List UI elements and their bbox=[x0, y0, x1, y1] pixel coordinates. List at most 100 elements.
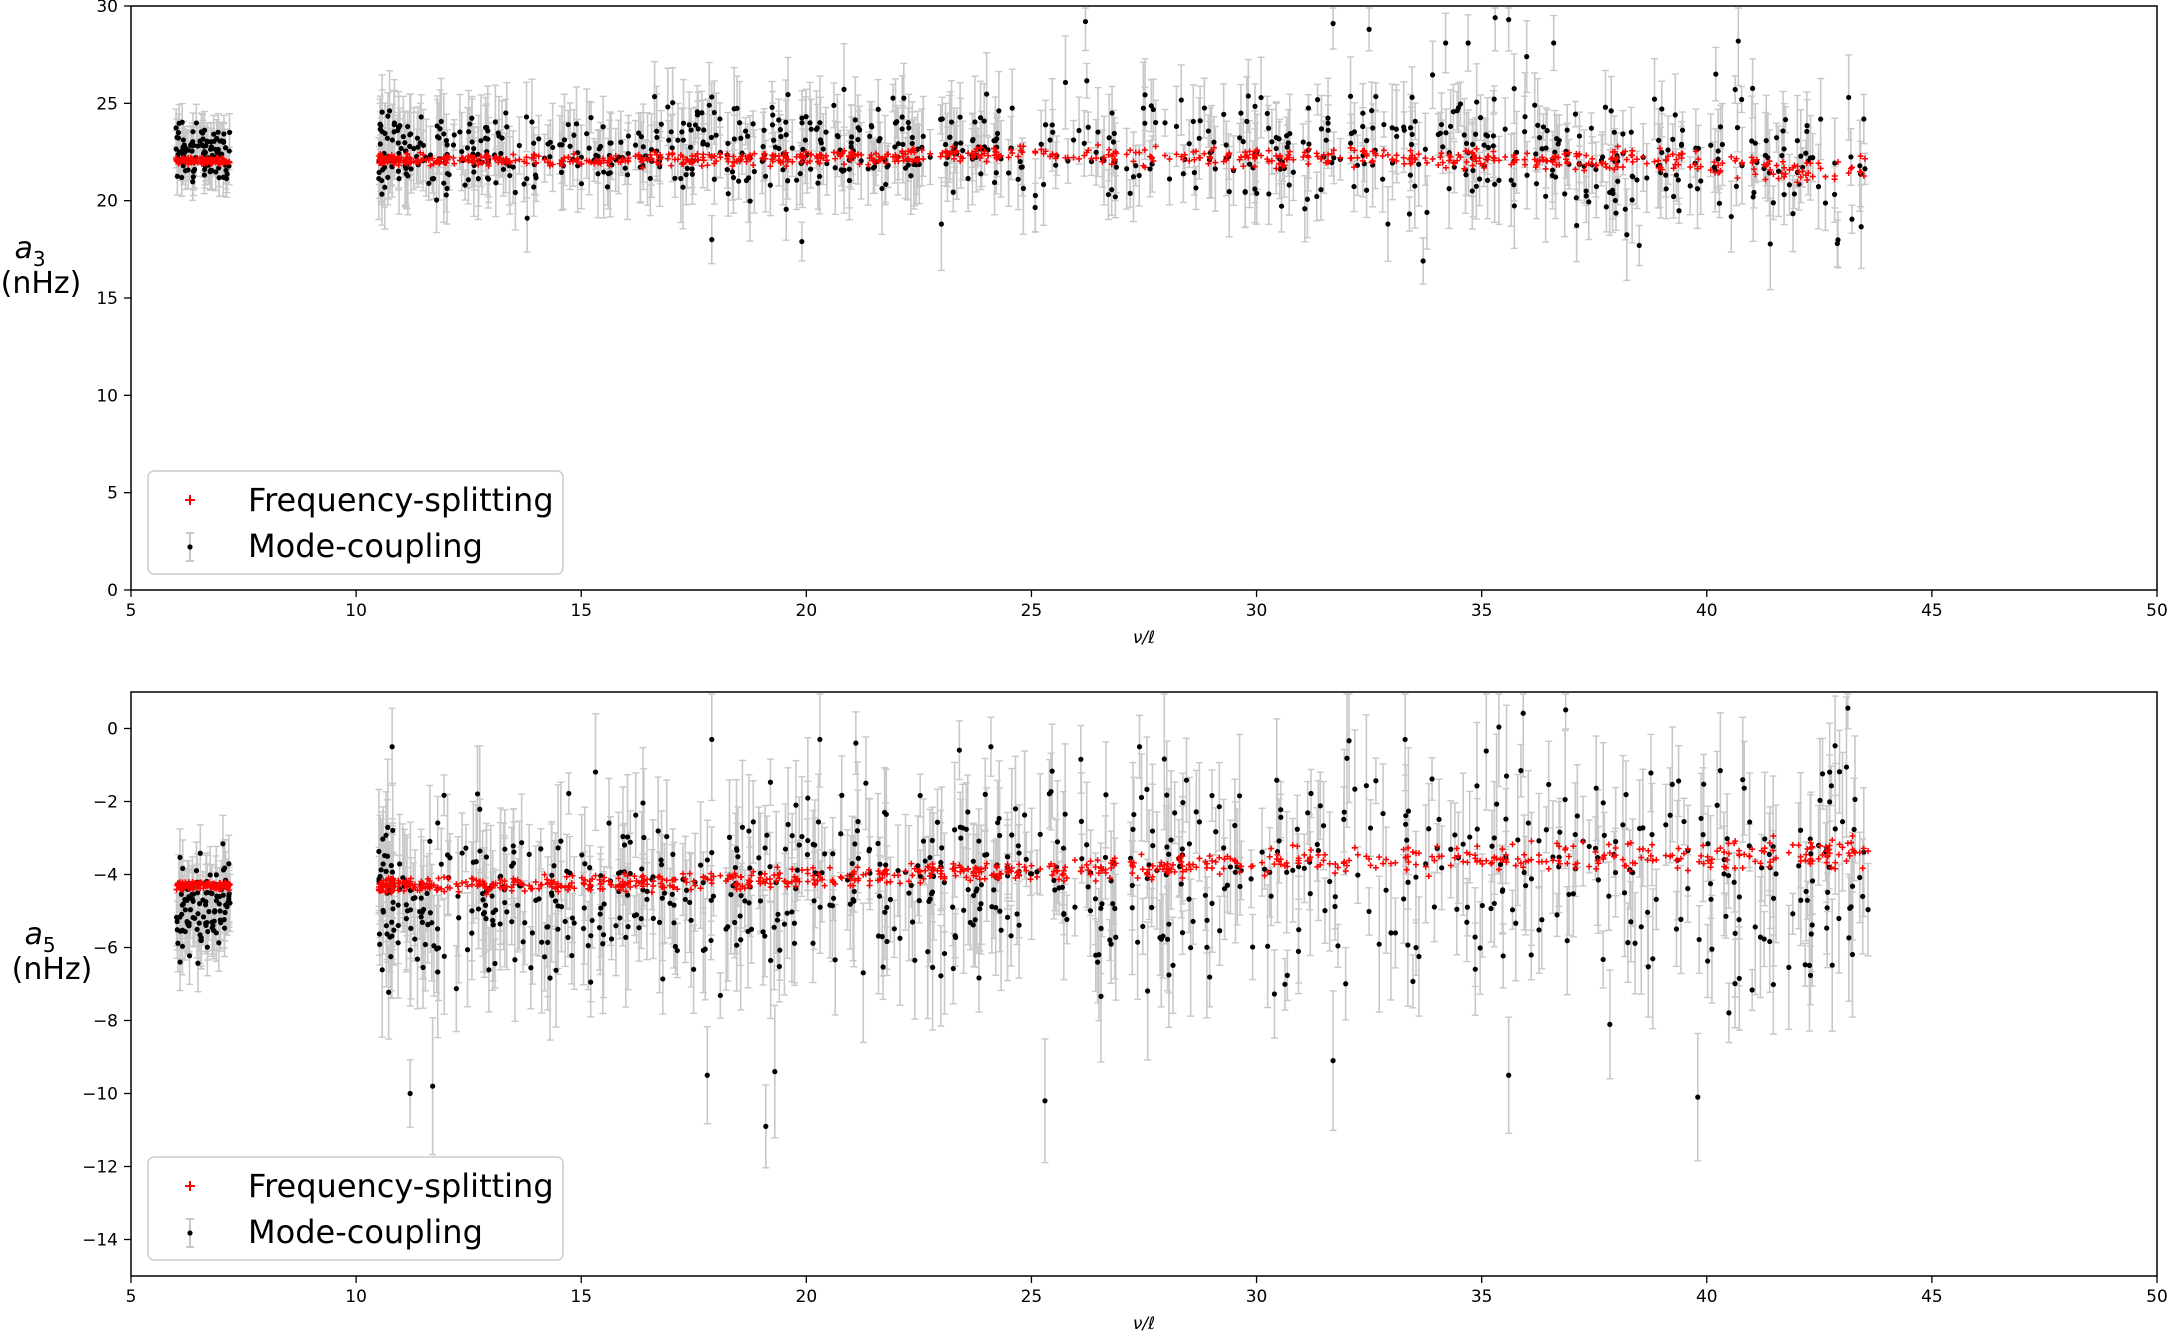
x-tick-label: 45 bbox=[1921, 601, 1943, 621]
frequency-splitting-point bbox=[1573, 153, 1580, 160]
frequency-splitting-point bbox=[1205, 160, 1212, 167]
frequency-splitting-point bbox=[622, 157, 629, 164]
frequency-splitting-point bbox=[993, 149, 1000, 156]
mode-coupling-point bbox=[687, 144, 694, 150]
frequency-splitting-point bbox=[1337, 154, 1344, 161]
mode-coupling-point bbox=[605, 171, 611, 177]
mode-coupling-point bbox=[1613, 210, 1619, 216]
mode-coupling-point bbox=[694, 112, 701, 118]
mode-coupling-point bbox=[808, 126, 814, 132]
mode-coupling-point bbox=[838, 167, 844, 173]
frequency-splitting-point bbox=[1191, 156, 1198, 163]
mode-coupling-point bbox=[1018, 164, 1024, 170]
mode-coupling-point bbox=[686, 122, 692, 128]
frequency-splitting-point bbox=[430, 160, 437, 167]
frequency-splitting-point bbox=[1739, 159, 1746, 166]
mode-coupling-point bbox=[1351, 183, 1357, 190]
frequency-splitting-point bbox=[1633, 156, 1640, 163]
mode-coupling-point bbox=[531, 140, 537, 146]
mode-coupling-point bbox=[1409, 94, 1415, 100]
frequency-splitting-point bbox=[1473, 145, 1480, 152]
mode-coupling-point bbox=[1305, 105, 1312, 111]
mode-coupling-point bbox=[1093, 149, 1099, 155]
frequency-splitting-point bbox=[1212, 159, 1219, 166]
mode-coupling-point bbox=[1269, 139, 1275, 145]
mode-coupling-point bbox=[1443, 40, 1449, 46]
mode-coupling-point bbox=[567, 143, 573, 149]
frequency-splitting-point bbox=[739, 153, 746, 160]
mode-coupling-point bbox=[1492, 181, 1498, 187]
frequency-splitting-point bbox=[1799, 168, 1806, 175]
mode-coupling-point bbox=[1491, 96, 1497, 102]
mode-coupling-point bbox=[1178, 97, 1184, 103]
frequency-splitting-point bbox=[1149, 154, 1156, 161]
mode-coupling-point bbox=[984, 91, 990, 97]
mode-coupling-point bbox=[588, 115, 594, 121]
frequency-splitting-point bbox=[1038, 146, 1045, 153]
mode-coupling-point bbox=[1846, 94, 1852, 101]
frequency-splitting-point bbox=[1130, 158, 1137, 165]
mode-coupling-point bbox=[1615, 178, 1621, 184]
frequency-splitting-point bbox=[840, 161, 847, 168]
mode-coupling-point bbox=[1511, 86, 1517, 92]
mode-coupling-point bbox=[883, 181, 889, 188]
frequency-splitting-point bbox=[1861, 155, 1868, 162]
mode-coupling-point bbox=[869, 124, 875, 130]
frequency-splitting-point bbox=[669, 151, 676, 158]
mode-coupling-point bbox=[688, 127, 694, 133]
frequency-splitting-point bbox=[492, 154, 499, 161]
frequency-splitting-point bbox=[1750, 166, 1757, 173]
frequency-splitting-point bbox=[1384, 151, 1391, 158]
mode-coupling-point bbox=[1437, 130, 1443, 136]
frequency-splitting-point bbox=[521, 158, 528, 165]
mode-coupling-point bbox=[648, 146, 655, 153]
mode-coupling-point bbox=[736, 178, 742, 184]
frequency-splitting-point bbox=[1815, 160, 1822, 167]
frequency-splitting-point bbox=[664, 155, 671, 162]
frequency-splitting-point bbox=[1817, 165, 1824, 172]
mode-coupling-point bbox=[890, 95, 896, 101]
frequency-splitting-point bbox=[1628, 152, 1635, 159]
frequency-splitting-point bbox=[1015, 153, 1022, 160]
mode-coupling-point bbox=[414, 135, 420, 141]
frequency-splitting-point bbox=[711, 160, 718, 167]
mode-coupling-point bbox=[1385, 221, 1391, 227]
mode-coupling-point bbox=[885, 162, 891, 168]
mode-coupling-point bbox=[1861, 116, 1867, 122]
mode-coupling-point bbox=[443, 138, 449, 144]
mode-coupling-point bbox=[908, 173, 914, 179]
frequency-splitting-point bbox=[1614, 143, 1621, 150]
frequency-splitting-point bbox=[846, 153, 853, 160]
frequency-splitting-point bbox=[1180, 156, 1187, 163]
mode-coupling-point bbox=[1477, 115, 1484, 121]
mode-coupling-point bbox=[700, 139, 706, 145]
frequency-splitting-point bbox=[1285, 152, 1292, 159]
mode-coupling-point bbox=[870, 165, 876, 171]
mode-coupling-point bbox=[743, 128, 749, 134]
mode-coupling-point bbox=[1476, 176, 1483, 182]
frequency-splitting-point bbox=[1052, 155, 1059, 162]
frequency-splitting-point bbox=[1770, 171, 1777, 178]
frequency-splitting-point bbox=[807, 158, 814, 165]
mode-coupling-point bbox=[1323, 137, 1329, 143]
mode-coupling-point bbox=[475, 151, 481, 157]
mode-coupling-point bbox=[189, 148, 195, 154]
mode-coupling-point bbox=[958, 140, 964, 146]
frequency-splitting-point bbox=[1534, 157, 1541, 164]
mode-coupling-point bbox=[785, 91, 791, 98]
mode-coupling-point bbox=[1804, 123, 1810, 129]
mode-coupling-point bbox=[1286, 182, 1292, 188]
frequency-splitting-point bbox=[1361, 147, 1368, 154]
frequency-splitting-point bbox=[226, 159, 233, 166]
mode-coupling-point bbox=[1782, 117, 1789, 123]
mode-coupling-point bbox=[407, 143, 413, 150]
frequency-splitting-point bbox=[1484, 153, 1491, 160]
frequency-splitting-point bbox=[878, 155, 885, 162]
y-tick-label: 0 bbox=[107, 581, 118, 601]
mode-coupling-point bbox=[957, 114, 963, 120]
frequency-splitting-point bbox=[637, 156, 644, 163]
frequency-splitting-point bbox=[762, 155, 769, 162]
y-axis-label-a3: a3 bbox=[14, 231, 45, 271]
frequency-splitting-point bbox=[927, 150, 934, 157]
mode-coupling-point bbox=[571, 132, 577, 138]
